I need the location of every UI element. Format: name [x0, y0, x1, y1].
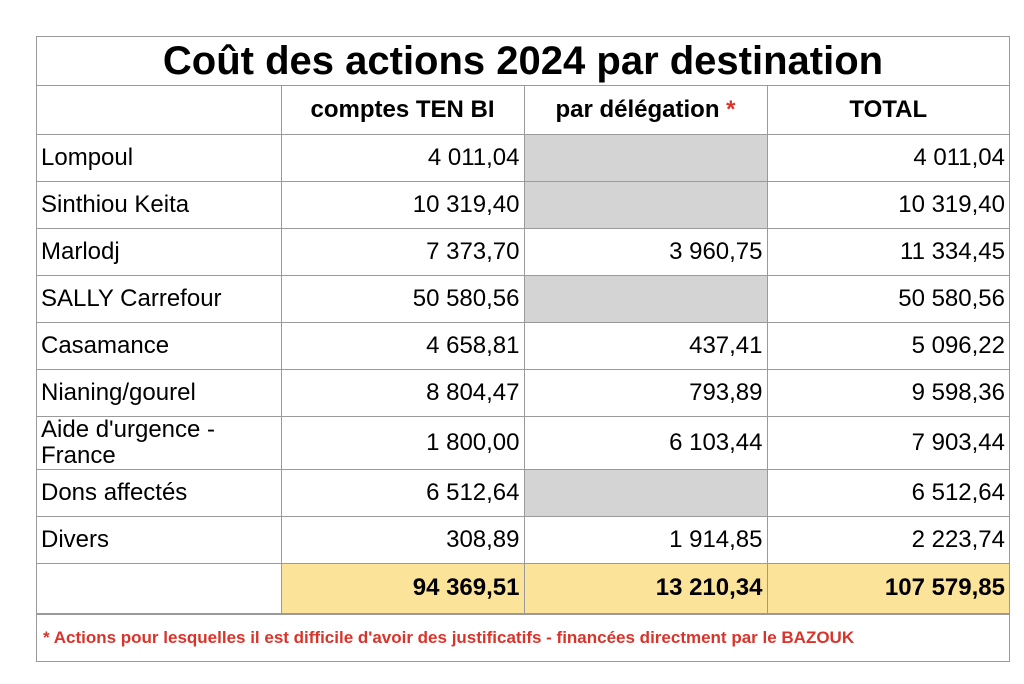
- header-delegation-label: par délégation: [555, 95, 720, 123]
- spreadsheet: Coût des actions 2024 par destination co…: [36, 36, 1010, 662]
- cell-delegation: 793,89: [523, 368, 768, 417]
- header-comptes: comptes TEN BI: [280, 86, 525, 135]
- table-title: Coût des actions 2024 par destination: [37, 37, 1009, 86]
- cell-delegation: 3 960,75: [523, 227, 768, 276]
- cell-comptes: 308,89: [280, 515, 525, 564]
- total-delegation: 13 210,34: [523, 562, 768, 614]
- cell-delegation: 6 103,44: [523, 415, 768, 470]
- row-label: Lompoul: [37, 133, 282, 182]
- cell-comptes: 6 512,64: [280, 468, 525, 517]
- cell-delegation-empty: [523, 133, 768, 182]
- cell-comptes: 50 580,56: [280, 274, 525, 323]
- row-label: Dons affectés: [37, 468, 282, 517]
- cell-total: 4 011,04: [766, 133, 1009, 182]
- cell-total: 7 903,44: [766, 415, 1009, 470]
- table-row: Casamance 4 658,81 437,41 5 096,22: [37, 321, 1009, 370]
- cell-delegation-empty: [523, 274, 768, 323]
- asterisk-mark: *: [726, 95, 736, 123]
- row-label: Casamance: [37, 321, 282, 370]
- cell-comptes: 4 011,04: [280, 133, 525, 182]
- cost-table: comptes TEN BI par délégation * TOTAL Lo…: [37, 86, 1009, 614]
- table-row: Sinthiou Keita 10 319,40 10 319,40: [37, 180, 1009, 229]
- cell-delegation-empty: [523, 180, 768, 229]
- table-row: Marlodj 7 373,70 3 960,75 11 334,45: [37, 227, 1009, 276]
- cell-total: 9 598,36: [766, 368, 1009, 417]
- row-label: Nianing/gourel: [37, 368, 282, 417]
- cell-comptes: 8 804,47: [280, 368, 525, 417]
- table-row: Dons affectés 6 512,64 6 512,64: [37, 468, 1009, 517]
- table-row: SALLY Carrefour 50 580,56 50 580,56: [37, 274, 1009, 323]
- totals-row: 94 369,51 13 210,34 107 579,85: [37, 562, 1009, 614]
- table-row: Divers 308,89 1 914,85 2 223,74: [37, 515, 1009, 564]
- cell-comptes: 1 800,00: [280, 415, 525, 470]
- table-row: Nianing/gourel 8 804,47 793,89 9 598,36: [37, 368, 1009, 417]
- table-row: Lompoul 4 011,04 4 011,04: [37, 133, 1009, 182]
- total-comptes: 94 369,51: [280, 562, 525, 614]
- cell-total: 6 512,64: [766, 468, 1009, 517]
- row-label: Divers: [37, 515, 282, 564]
- cell-delegation: 437,41: [523, 321, 768, 370]
- footnote: * Actions pour lesquelles il est diffici…: [37, 613, 1009, 661]
- row-label: Sinthiou Keita: [37, 180, 282, 229]
- cell-delegation-empty: [523, 468, 768, 517]
- header-total: TOTAL: [766, 86, 1009, 135]
- row-label: SALLY Carrefour: [37, 274, 282, 323]
- cell-delegation: 1 914,85: [523, 515, 768, 564]
- totals-label-empty: [37, 562, 282, 614]
- cell-comptes: 10 319,40: [280, 180, 525, 229]
- cell-total: 11 334,45: [766, 227, 1009, 276]
- header-delegation: par délégation *: [523, 86, 768, 135]
- cell-total: 50 580,56: [766, 274, 1009, 323]
- header-label: [37, 86, 282, 135]
- table-row: Aide d'urgence - France 1 800,00 6 103,4…: [37, 415, 1009, 470]
- cell-total: 2 223,74: [766, 515, 1009, 564]
- cell-comptes: 4 658,81: [280, 321, 525, 370]
- cell-total: 10 319,40: [766, 180, 1009, 229]
- total-total: 107 579,85: [766, 562, 1009, 614]
- cell-comptes: 7 373,70: [280, 227, 525, 276]
- row-label: Aide d'urgence - France: [37, 415, 282, 470]
- header-row: comptes TEN BI par délégation * TOTAL: [37, 86, 1009, 135]
- row-label: Marlodj: [37, 227, 282, 276]
- cell-total: 5 096,22: [766, 321, 1009, 370]
